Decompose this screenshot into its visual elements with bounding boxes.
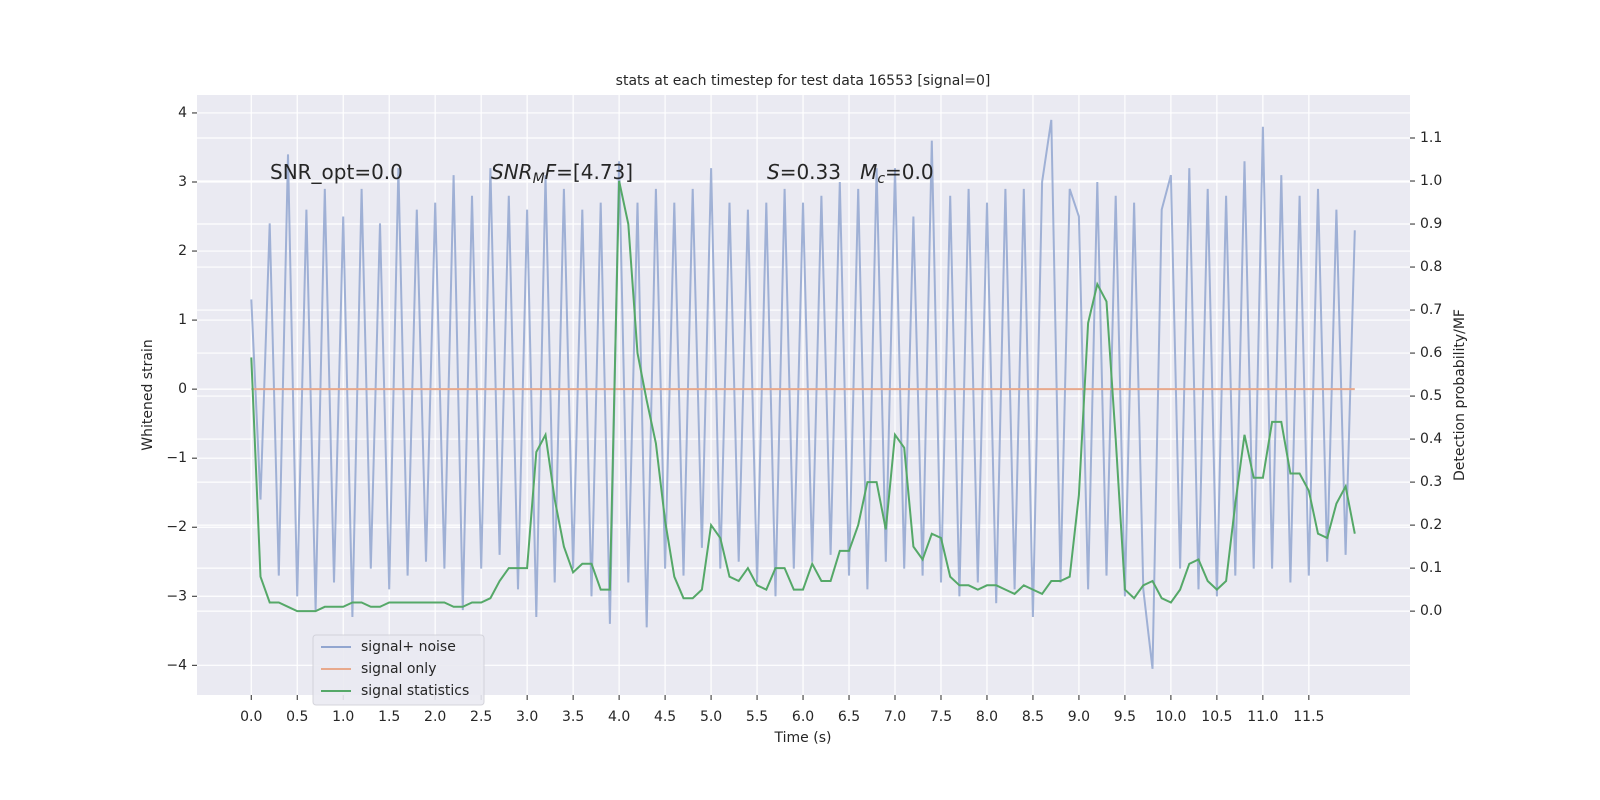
x-tick-label: 7.0: [884, 709, 906, 725]
annotation-part: M: [860, 160, 877, 184]
annotation-part: SNR_opt=0.0: [270, 160, 403, 184]
x-tick-label: 8.5: [1022, 709, 1044, 725]
x-tick-label: 7.5: [930, 709, 952, 725]
x-tick-label: 1.5: [378, 709, 400, 725]
x-tick-label: 11.5: [1293, 709, 1324, 725]
y-tick-label: 2: [178, 243, 187, 259]
y2-tick-label: 0.6: [1420, 345, 1442, 361]
x-tick-label: 4.5: [654, 709, 676, 725]
y-axis-label: Whitened strain: [140, 339, 156, 450]
y-tick-label: 0: [178, 381, 187, 397]
legend-label: signal statistics: [361, 683, 469, 699]
annotation: S=0.33 Mc=0.0: [767, 160, 934, 188]
x-tick-label: 6.0: [792, 709, 814, 725]
legend-label: signal+ noise: [361, 639, 456, 655]
x-tick-label: 2.0: [424, 709, 446, 725]
annotation-part: =[4.73]: [556, 160, 633, 184]
y2-tick-label: 0.0: [1420, 603, 1442, 619]
y-tick-label: 3: [178, 174, 187, 190]
annotation-part: =0.0: [885, 160, 934, 184]
y-tick-label: 4: [178, 105, 187, 121]
x-tick-label: 0.0: [240, 709, 262, 725]
chart-title: stats at each timestep for test data 165…: [616, 73, 991, 89]
x-axis-label: Time (s): [774, 730, 832, 746]
y2-tick-label: 0.2: [1420, 517, 1442, 533]
x-tick-label: 9.0: [1068, 709, 1090, 725]
y-tick-label: 1: [178, 312, 187, 328]
x-tick-label: 3.5: [562, 709, 584, 725]
annotation-part: =0.33: [780, 160, 860, 184]
y2-tick-label: 1.1: [1420, 130, 1442, 146]
y2-tick-label: 0.5: [1420, 388, 1442, 404]
annotation-part: F: [545, 160, 557, 184]
y2-tick-label: 0.9: [1420, 216, 1442, 232]
line-series: [250, 180, 1356, 613]
x-tick-label: 5.5: [746, 709, 768, 725]
y-tick-label: −1: [166, 450, 187, 466]
y-tick-label: −4: [166, 657, 187, 673]
annotation-part: c: [877, 171, 885, 187]
y2-tick-label: 0.1: [1420, 560, 1442, 576]
x-tick-label: 1.0: [332, 709, 354, 725]
y2-tick-label: 0.4: [1420, 431, 1442, 447]
annotation: SNRMF=[4.73]: [491, 160, 633, 188]
annotation-part: SNR: [491, 160, 533, 184]
y2-tick-label: 0.7: [1420, 302, 1442, 318]
legend-label: signal only: [361, 661, 436, 677]
x-tick-label: 3.0: [516, 709, 538, 725]
annotation: SNR_opt=0.0: [270, 160, 403, 184]
line-series: [250, 119, 1356, 669]
y2-tick-label: 0.3: [1420, 474, 1442, 490]
annotation-part: M: [533, 171, 545, 187]
x-tick-label: 6.5: [838, 709, 860, 725]
x-tick-label: 8.0: [976, 709, 998, 725]
legend-box: [312, 634, 485, 706]
y2-tick-label: 0.8: [1420, 259, 1442, 275]
x-tick-label: 0.5: [286, 709, 308, 725]
x-tick-label: 10.0: [1155, 709, 1186, 725]
x-tick-label: 9.5: [1114, 709, 1136, 725]
x-tick-label: 10.5: [1201, 709, 1232, 725]
y-tick-label: −2: [166, 519, 187, 535]
y2-tick-label: 1.0: [1420, 173, 1442, 189]
annotation-part: S: [767, 160, 780, 184]
x-tick-label: 2.5: [470, 709, 492, 725]
x-tick-label: 11.0: [1247, 709, 1278, 725]
y2-axis-label: Detection probability/MF: [1452, 309, 1468, 481]
x-tick-label: 4.0: [608, 709, 630, 725]
y-tick-label: −3: [166, 588, 187, 604]
x-tick-label: 5.0: [700, 709, 722, 725]
